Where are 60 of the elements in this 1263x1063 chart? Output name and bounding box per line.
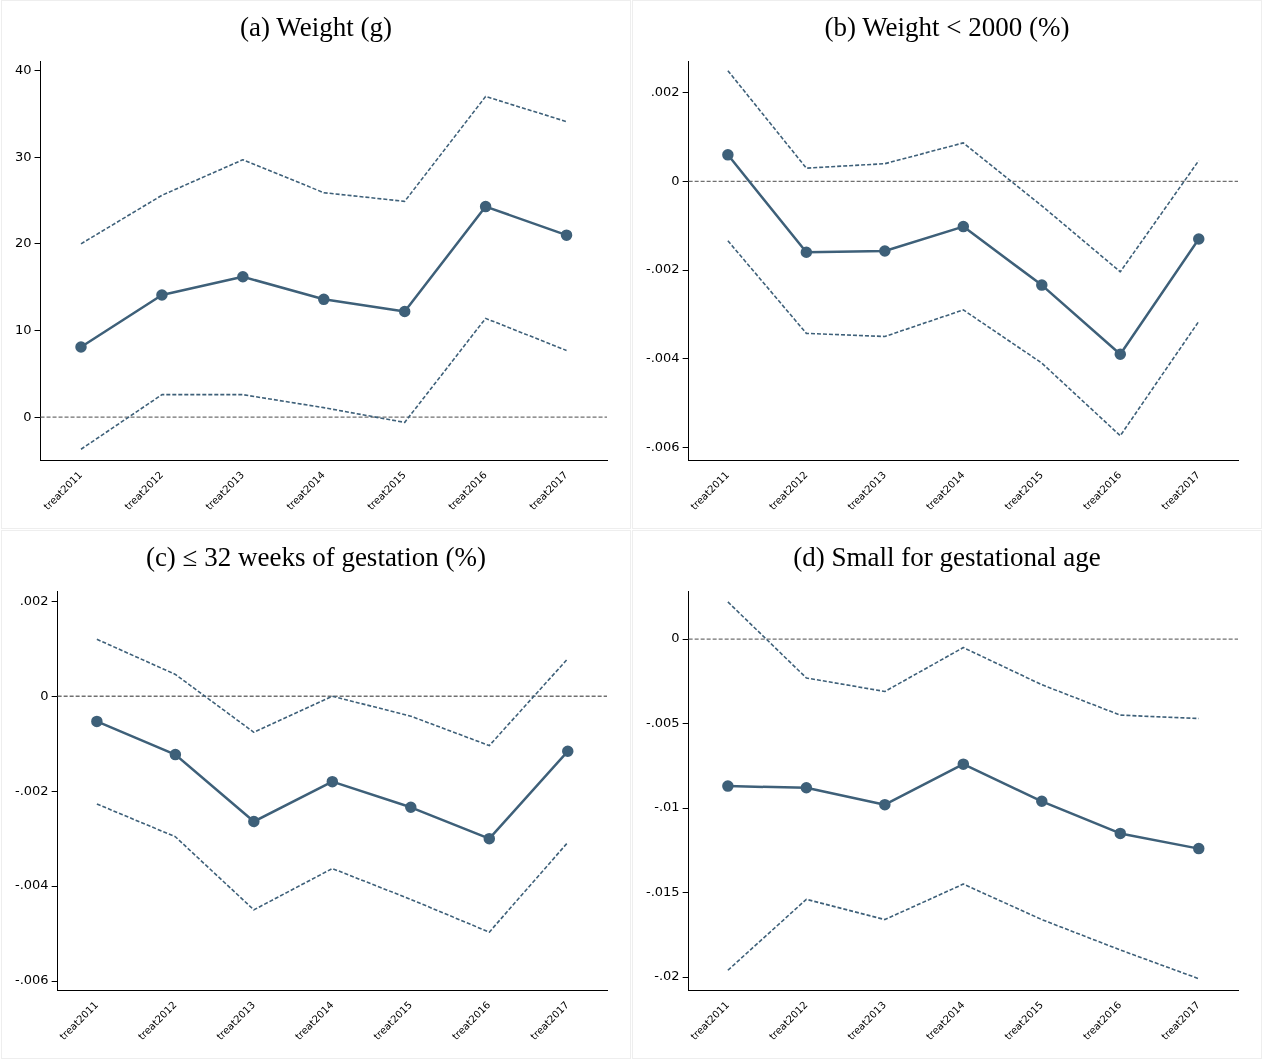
y-tick-label: 10 [15,321,32,337]
y-tick-label: 30 [15,148,32,164]
line-series [80,95,568,245]
point [169,748,182,761]
point [800,782,813,794]
y-tick-label: -.006 [646,438,680,454]
y-tick-label: 0 [671,630,680,646]
y-tick-label: -.002 [646,261,680,277]
y-tick-label: -.02 [654,968,680,984]
point [879,245,891,257]
y-tick-label: 0 [40,687,49,703]
y-tick-label: .002 [19,592,49,608]
chart-title: (a) Weight (g) [239,11,393,44]
y-tick-label: -.006 [15,972,49,988]
point [479,200,492,213]
y-tick-label: .002 [650,84,680,100]
point [957,220,970,233]
line-series [96,803,569,933]
point [1114,827,1127,840]
point [879,798,891,811]
point [483,832,496,845]
line-series [80,317,568,451]
y-tick-label: -.015 [646,883,680,899]
line-series [96,638,569,747]
line-series [727,883,1200,980]
y-tick-label: 0 [23,408,32,424]
y-tick-label: -.004 [646,350,680,366]
point [1193,233,1205,245]
point [248,815,260,828]
y-tick-label: -.005 [646,714,680,730]
line-series [727,69,1200,273]
y-tick-label: 20 [15,235,32,251]
y-tick-label: -.002 [15,782,49,798]
chart-title: (c) ≤ 32 weeks of gestation (%) [144,541,488,574]
point [237,271,249,283]
y-tick-label: -.004 [15,877,49,893]
point [75,341,87,353]
line-series [727,601,1200,720]
point [800,246,813,259]
point [398,305,411,318]
y-tick-label: 40 [15,61,32,77]
point [957,758,970,770]
point [318,293,330,306]
point [560,229,573,241]
point [156,289,168,301]
point [405,801,417,814]
point [326,775,339,788]
chart-title: (b) Weight < 2000 (%) [823,11,1071,44]
chart-title: (d) Small for gestational age [792,541,1102,574]
line-series [727,239,1200,437]
point [1114,348,1127,360]
point [1036,795,1048,808]
point [91,715,103,728]
point [1036,279,1048,291]
point [1193,842,1205,855]
point [722,149,734,161]
y-tick-label: -.01 [654,799,680,815]
point [562,745,574,758]
point [722,780,734,792]
y-tick-label: 0 [671,172,680,188]
